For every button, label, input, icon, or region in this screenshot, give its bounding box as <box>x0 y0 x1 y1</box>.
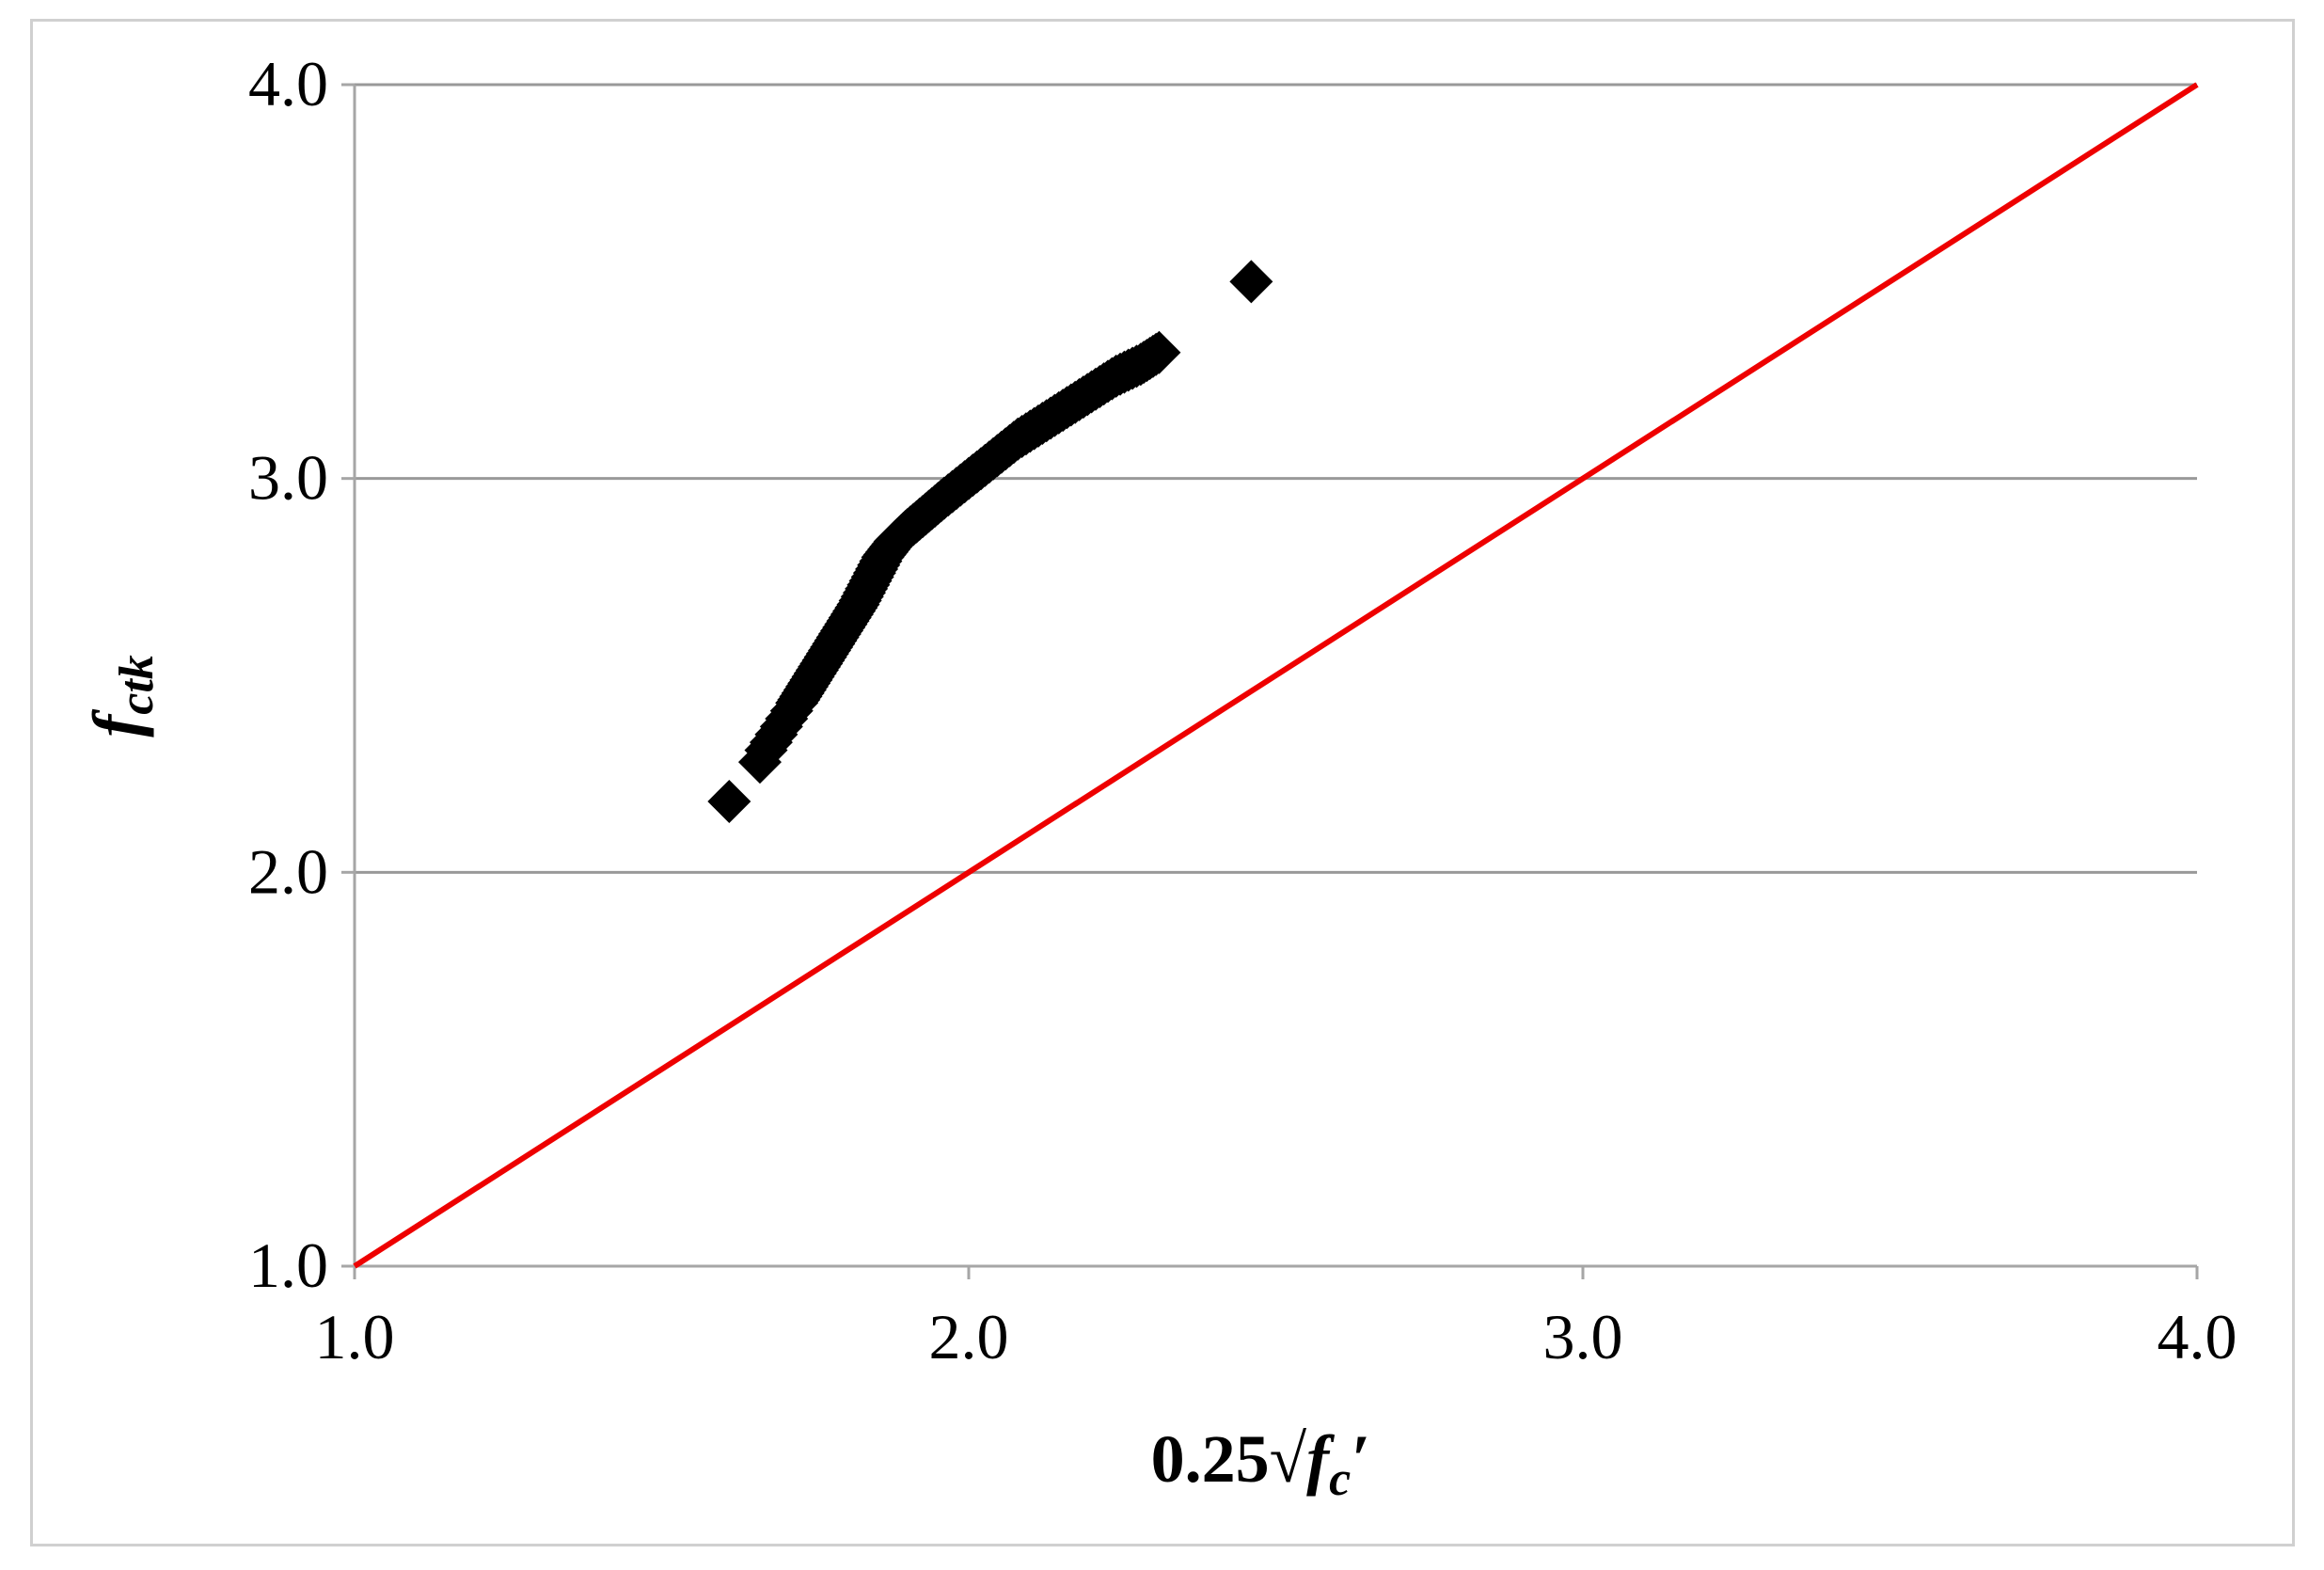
tick-labels: 1.0 2.0 3.0 4.0 1.0 2.0 3.0 4.0 <box>248 48 2237 1372</box>
reference-line <box>353 82 2199 1269</box>
grid-lines <box>355 83 2197 874</box>
y-axis-title: fctk <box>79 655 164 737</box>
chart-frame <box>30 19 2295 1546</box>
data-point <box>1134 332 1178 376</box>
data-points <box>707 260 1273 823</box>
x-axis-title: 0.25√fc′ <box>1151 1421 1370 1506</box>
data-point <box>707 779 751 823</box>
x-tick-label: 3.0 <box>1543 1301 1623 1372</box>
axes <box>341 83 2199 1279</box>
y-tick-label: 4.0 <box>248 48 328 119</box>
data-point <box>1229 260 1273 304</box>
reference-line-layer <box>353 82 2199 1269</box>
x-tick-label: 4.0 <box>2158 1301 2237 1372</box>
y-tick-label: 2.0 <box>248 835 328 907</box>
y-tick-label: 3.0 <box>248 442 328 514</box>
y-tick-label: 1.0 <box>248 1229 328 1301</box>
x-tick-label: 1.0 <box>315 1301 395 1372</box>
x-tick-label: 2.0 <box>929 1301 1009 1372</box>
